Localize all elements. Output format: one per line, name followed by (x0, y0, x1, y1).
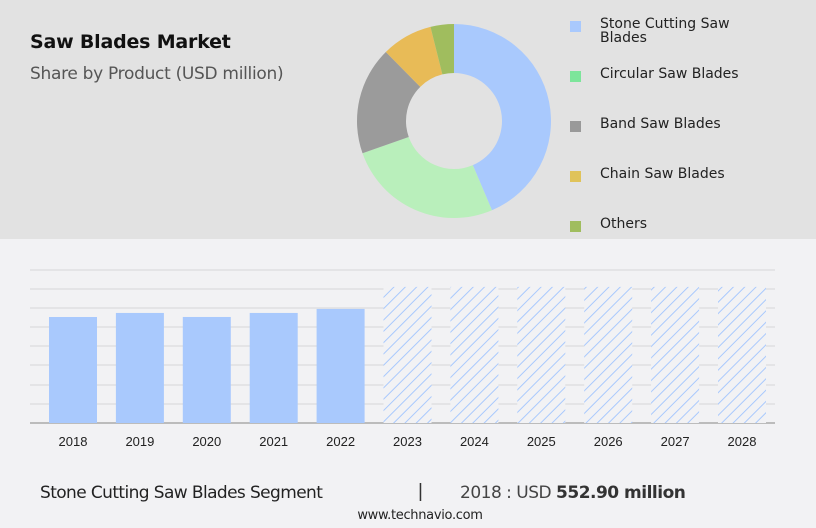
x-axis-labels: 2018 2019 2020 2021 2022 2023 2024 2025 2026 2027… (59, 434, 757, 449)
x-tick-label: 2018 (59, 434, 88, 449)
legend-swatch (570, 221, 581, 232)
bar (182, 316, 231, 423)
legend-swatch (570, 121, 581, 132)
segment-label: Stone Cutting Saw Blades Segment (40, 483, 323, 503)
legend-label: Circular Saw Blades (600, 66, 739, 82)
legend-item-circular: Circular Saw Blades (570, 67, 810, 82)
donut-slice (430, 24, 454, 75)
value-prefix: 2018 : USD (460, 483, 552, 503)
legend-label: Band Saw Blades (600, 116, 721, 132)
x-tick-label: 2026 (594, 434, 623, 449)
legend-label: Chain Saw Blades (600, 166, 725, 182)
donut-slice (385, 26, 443, 87)
forecast-bar (584, 286, 633, 423)
donut-slice (357, 51, 421, 154)
bars (49, 286, 766, 423)
donut-slice (362, 136, 492, 218)
bar (316, 308, 365, 423)
bar (249, 312, 298, 423)
legend-item-stone-cutting: Stone Cutting Saw Blades (570, 17, 810, 45)
forecast-bar (651, 286, 700, 423)
legend-label: Stone Cutting Saw Blades (600, 16, 730, 46)
legend-swatch (570, 71, 581, 82)
legend-swatch (570, 171, 581, 182)
bar (115, 312, 164, 423)
forecast-bar (718, 286, 766, 423)
x-tick-label: 2027 (661, 434, 690, 449)
donut-chart (357, 24, 551, 218)
value-amount: 552.90 million (556, 483, 686, 503)
forecast-bar (450, 286, 499, 423)
website-link[interactable]: www.technavio.com (357, 508, 483, 523)
bar (49, 317, 97, 423)
x-tick-label: 2021 (259, 434, 288, 449)
chart-subtitle: Share by Product (USD million) (30, 64, 284, 84)
legend-item-chain: Chain Saw Blades (570, 167, 810, 182)
header-panel: Saw Blades Market Share by Product (USD … (0, 0, 816, 239)
donut-slice (454, 24, 551, 211)
x-tick-label: 2028 (728, 434, 757, 449)
legend-label: Others (600, 216, 648, 232)
x-tick-label: 2022 (326, 434, 355, 449)
bar-chart: 2018 2019 2020 2021 2022 2023 2024 2025 2026 2027… (30, 269, 775, 449)
x-tick-label: 2025 (527, 434, 556, 449)
x-tick-label: 2023 (393, 434, 422, 449)
legend: Stone Cutting Saw Blades Circular Saw Bl… (570, 0, 816, 239)
forecast-bar (383, 286, 432, 423)
x-tick-label: 2019 (125, 434, 154, 449)
segment-value: 2018 : USD 552.90 million (460, 483, 686, 503)
legend-swatch (570, 21, 581, 32)
chart-title: Saw Blades Market (30, 31, 231, 53)
x-tick-label: 2020 (192, 434, 221, 449)
legend-item-others: Others (570, 217, 810, 232)
legend-item-band: Band Saw Blades (570, 117, 810, 132)
forecast-bar (517, 286, 566, 423)
footer-separator: | (418, 481, 423, 502)
x-tick-label: 2024 (460, 434, 489, 449)
